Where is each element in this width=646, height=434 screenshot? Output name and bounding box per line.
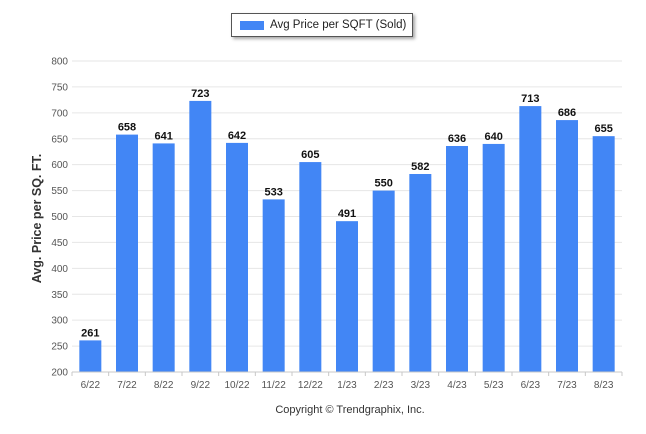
data-label: 658	[118, 122, 136, 134]
data-label: 640	[484, 131, 502, 143]
x-tick-label: 2/23	[374, 380, 394, 391]
y-tick-label: 500	[51, 212, 68, 223]
x-tick-label: 6/22	[81, 380, 101, 391]
bar	[336, 221, 358, 372]
y-tick-label: 400	[51, 264, 68, 275]
bar	[409, 173, 432, 372]
data-label: 491	[338, 208, 356, 220]
x-tick-label: 8/23	[594, 380, 614, 391]
x-tick-label: 8/22	[154, 380, 174, 391]
x-tick-label: 9/22	[191, 380, 211, 391]
bar	[446, 146, 468, 372]
bar	[592, 136, 615, 372]
x-tick-label: 7/23	[557, 380, 577, 391]
legend-swatch	[240, 20, 264, 30]
x-tick-label: 11/22	[262, 380, 287, 391]
data-label: 641	[154, 130, 172, 142]
y-tick-label: 250	[51, 342, 68, 353]
bars	[79, 100, 615, 372]
x-tick-label: 12/22	[298, 380, 323, 391]
data-label: 655	[594, 123, 612, 135]
x-axis-ticks: 6/22 7/22 8/22 9/22 10/22 11/22 12/22 1/23 2/23 3…	[71, 372, 623, 391]
bar	[519, 106, 542, 372]
y-tick-label: 800	[51, 57, 68, 68]
data-label: 533	[264, 186, 282, 198]
x-tick-label: 7/22	[117, 380, 137, 391]
bar	[482, 143, 505, 372]
data-label: 713	[521, 93, 539, 105]
data-label: 261	[81, 327, 99, 339]
y-tick-label: 200	[51, 368, 68, 379]
data-label: 723	[191, 88, 209, 100]
data-label: 636	[448, 133, 466, 145]
y-tick-label: 350	[51, 290, 68, 301]
data-label: 582	[411, 161, 429, 173]
x-tick-label: 4/23	[447, 380, 467, 391]
data-label: 605	[301, 149, 319, 161]
x-tick-label: 6/23	[521, 380, 541, 391]
bar	[189, 100, 212, 372]
data-label: 550	[374, 178, 392, 190]
bar	[79, 340, 102, 372]
y-axis-ticks: 200 250 300 350 400 450 500 550 600 650 700 750 800	[51, 57, 68, 379]
bar	[372, 190, 395, 372]
bar	[556, 120, 578, 372]
copyright-text: Copyright © Trendgraphix, Inc.	[275, 404, 424, 416]
y-tick-label: 450	[51, 238, 68, 249]
legend: Avg Price per SQFT (Sold)	[231, 13, 413, 37]
x-tick-label: 1/23	[337, 380, 357, 391]
data-label: 642	[228, 130, 246, 142]
y-tick-label: 600	[51, 160, 68, 171]
bar	[226, 142, 248, 372]
bar	[116, 134, 138, 372]
data-label: 686	[558, 107, 576, 119]
y-tick-label: 750	[51, 82, 68, 93]
x-tick-label: 3/23	[411, 380, 431, 391]
x-tick-label: 10/22	[224, 380, 249, 391]
bar	[262, 199, 285, 372]
y-tick-label: 650	[51, 134, 68, 145]
legend-label: Avg Price per SQFT (Sold)	[270, 19, 407, 31]
y-tick-label: 550	[51, 186, 68, 197]
y-tick-label: 700	[51, 108, 68, 119]
bar	[152, 143, 175, 372]
data-labels: 261 658 641 723 642 533 605 491 550 582 636 640 713 6…	[81, 88, 613, 339]
y-axis-label: Avg. Price per SQ. FT.	[30, 154, 44, 283]
y-tick-label: 300	[51, 316, 68, 327]
bar	[299, 162, 322, 372]
x-tick-label: 5/23	[484, 380, 504, 391]
